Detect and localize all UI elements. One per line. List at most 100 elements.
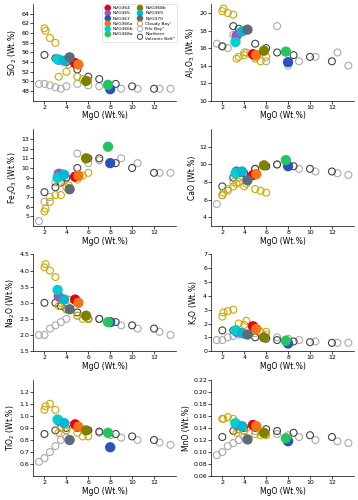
Point <box>58 318 64 326</box>
Point <box>56 429 62 437</box>
Point <box>234 168 240 175</box>
Y-axis label: TiO$_2$ (Wt.%): TiO$_2$ (Wt.%) <box>4 404 17 451</box>
Point <box>76 299 81 307</box>
Point <box>58 84 64 92</box>
Point <box>80 75 86 83</box>
Point <box>234 180 240 188</box>
Point <box>151 169 157 177</box>
Point <box>63 58 69 66</box>
Point <box>61 170 67 178</box>
Point <box>76 422 81 430</box>
Point <box>36 458 42 466</box>
Point <box>47 448 53 456</box>
Point <box>63 184 69 192</box>
Point <box>36 80 42 88</box>
Point <box>231 439 236 447</box>
Point <box>252 329 258 337</box>
Point <box>236 425 242 433</box>
Point <box>243 48 249 56</box>
Point <box>135 324 140 332</box>
Point <box>263 334 269 342</box>
Point <box>313 338 318 345</box>
Point <box>334 339 340 347</box>
Point <box>53 426 58 434</box>
Point <box>55 416 61 424</box>
Point <box>285 62 291 70</box>
Point <box>129 164 135 172</box>
Point <box>225 9 231 17</box>
Point <box>118 84 124 92</box>
Point <box>63 82 69 90</box>
Point <box>225 44 231 52</box>
Point <box>74 308 80 316</box>
Point <box>274 336 280 344</box>
Y-axis label: MnO (Wt.%): MnO (Wt.%) <box>182 405 190 451</box>
Point <box>80 172 86 179</box>
Point <box>96 428 102 436</box>
Point <box>107 84 113 92</box>
Point <box>234 32 240 40</box>
Point <box>253 51 259 59</box>
Point <box>47 82 53 90</box>
Point <box>42 188 47 196</box>
Point <box>168 331 173 339</box>
Point <box>219 433 225 441</box>
Point <box>239 329 245 337</box>
Point <box>241 182 247 190</box>
Point <box>86 432 91 440</box>
X-axis label: MgO (Wt.%): MgO (Wt.%) <box>260 236 305 246</box>
Point <box>225 334 231 342</box>
Point <box>313 436 318 444</box>
Point <box>250 322 256 330</box>
Point <box>291 51 296 59</box>
Point <box>252 53 258 61</box>
Point <box>86 76 91 84</box>
Point <box>285 334 291 342</box>
Point <box>285 58 291 66</box>
Point <box>334 437 340 445</box>
Point <box>86 82 91 90</box>
Point <box>42 406 47 414</box>
Point <box>241 329 247 337</box>
Point <box>113 80 118 88</box>
Legend: NVG364, NVG365, NVG367, NVG366a, NVG366b, NVG368a, NVG368b, NVG369, NVG370, Clou: NVG364, NVG365, NVG367, NVG366a, NVG366b… <box>102 4 176 43</box>
Point <box>236 330 242 338</box>
Point <box>241 321 247 329</box>
Point <box>63 174 69 182</box>
Point <box>86 159 91 167</box>
Point <box>66 60 72 68</box>
Point <box>252 427 258 435</box>
Point <box>274 48 280 56</box>
Point <box>74 72 80 80</box>
Point <box>107 318 113 326</box>
Point <box>58 178 64 186</box>
Point <box>135 436 140 444</box>
Point <box>261 429 267 437</box>
Point <box>233 38 238 46</box>
Point <box>42 454 47 462</box>
Point <box>334 48 340 56</box>
Point <box>107 159 113 167</box>
Point <box>151 84 157 92</box>
Point <box>74 424 80 432</box>
Point <box>241 51 247 59</box>
Point <box>72 420 78 428</box>
Point <box>245 436 250 444</box>
Point <box>263 188 269 196</box>
Point <box>263 53 269 61</box>
Point <box>263 44 269 52</box>
Point <box>42 299 47 307</box>
Point <box>36 331 42 339</box>
Point <box>56 292 62 300</box>
Point <box>107 444 113 452</box>
Point <box>42 198 47 206</box>
Point <box>53 442 58 450</box>
Y-axis label: Al$_2$O$_3$ (Wt.%): Al$_2$O$_3$ (Wt.%) <box>184 27 197 78</box>
Point <box>58 299 64 307</box>
Point <box>66 422 72 430</box>
Point <box>105 81 111 89</box>
Point <box>63 424 69 432</box>
Point <box>221 415 226 423</box>
Point <box>231 178 236 186</box>
Point <box>296 58 302 66</box>
